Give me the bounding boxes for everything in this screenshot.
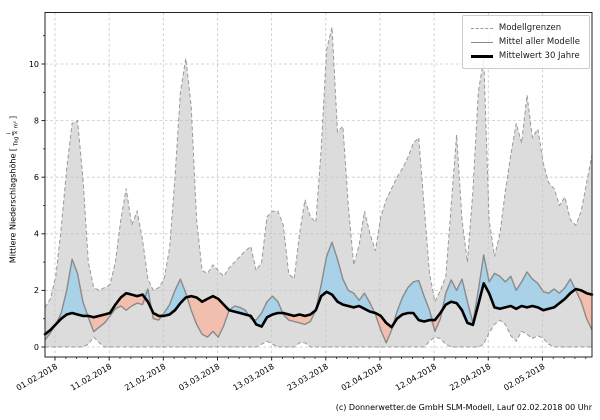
y-tick-label: 2 <box>34 286 39 295</box>
mean-30y-line <box>43 282 594 336</box>
lower-bound-line <box>45 319 592 348</box>
legend-item-model-mean: Mittel aller Modelle <box>470 35 580 49</box>
x-tick-label: 12.04.2018 <box>394 362 438 393</box>
legend-label: Mittelwert 30 Jahre <box>498 51 580 61</box>
legend-label: Mittel aller Modelle <box>498 37 580 47</box>
y-tick-label: 8 <box>34 116 39 125</box>
x-tick-label: 02.04.2018 <box>340 362 384 393</box>
x-tick-label: 13.03.2018 <box>231 362 275 393</box>
x-tick-label: 01.02.2018 <box>15 362 59 393</box>
plot-border <box>44 12 593 358</box>
solid-line-icon <box>470 41 493 43</box>
bold-line-icon <box>470 54 493 58</box>
unit-numerator: l <box>6 131 14 136</box>
x-tick-label: 21.02.2018 <box>123 362 167 393</box>
legend-item-model-bounds: Modellgrenzen <box>470 21 580 35</box>
x-tick-label: 23.03.2018 <box>286 362 330 393</box>
unit-denominator: Tag × m² <box>13 120 20 146</box>
y-tick-label: 0 <box>34 343 39 352</box>
model-mean-line <box>44 241 593 344</box>
y-tick-label: 10 <box>29 60 39 69</box>
copyright-caption: (c) Donnerwetter.de GmbH SLM-Modell, Lau… <box>335 403 592 412</box>
legend: Modellgrenzen Mittel aller Modelle Mitte… <box>461 15 590 69</box>
x-tick-label: 11.02.2018 <box>69 362 113 393</box>
y-axis-label-bracket: ] <box>8 115 17 119</box>
y-axis-label-text: Mittlere Niederschlagshöhe [ <box>8 147 17 264</box>
y-axis-label: Mittlere Niederschlagshöhe [l Tag × m²] <box>6 90 20 290</box>
upper-bound-line <box>44 27 593 308</box>
y-axis-unit-fraction: l Tag × m² <box>6 120 20 147</box>
legend-item-30y-mean: Mittelwert 30 Jahre <box>470 49 580 63</box>
x-tick-label: 03.03.2018 <box>177 362 221 393</box>
dashed-line-icon <box>470 27 493 29</box>
x-tick-label: 02.05.2018 <box>502 362 546 393</box>
legend-label: Modellgrenzen <box>498 23 562 33</box>
y-tick-label: 4 <box>34 230 39 239</box>
x-tick-label: 22.04.2018 <box>448 362 492 393</box>
y-tick-label: 6 <box>34 173 39 182</box>
